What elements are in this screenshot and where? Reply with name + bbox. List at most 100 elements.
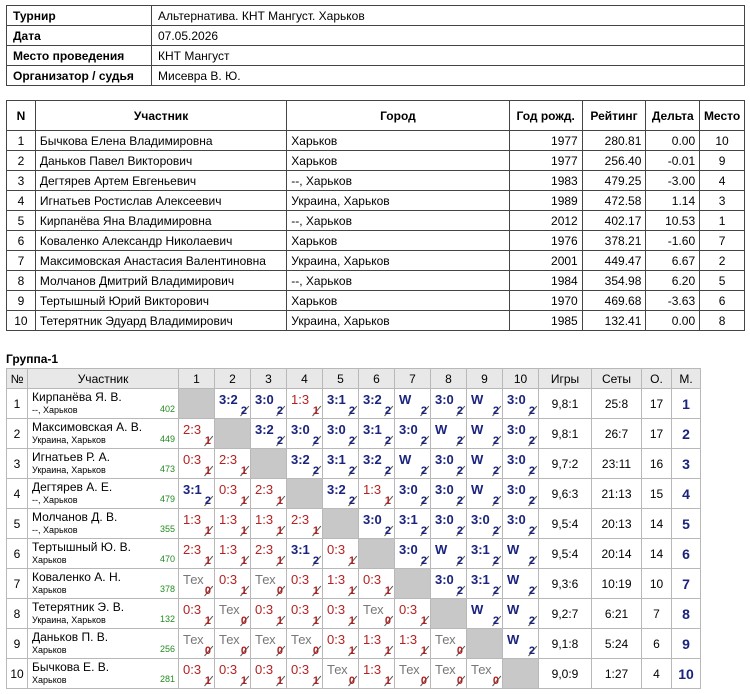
info-row: Организатор / судья Мисевра В. Ю. bbox=[6, 65, 745, 86]
match-points: 2 bbox=[492, 585, 499, 597]
crosstable-col-header: 2 bbox=[214, 368, 251, 389]
crosstable-col-header: № bbox=[6, 368, 28, 389]
self-match-cell bbox=[322, 508, 359, 539]
match-points: 2 bbox=[312, 435, 319, 447]
row-number: 8 bbox=[6, 598, 28, 629]
match-points: 2 bbox=[384, 405, 391, 417]
match-score: W bbox=[435, 422, 448, 437]
participants-col-header: Место bbox=[699, 100, 745, 131]
player-rating: 355 bbox=[159, 524, 175, 534]
match-result-cell: 3:0 2 bbox=[394, 418, 431, 449]
match-points: 0 bbox=[204, 585, 211, 597]
participant-cell: 1976 bbox=[508, 230, 583, 251]
match-result-cell: 2:3 1 bbox=[250, 538, 287, 569]
match-result-cell: 0:3 1 bbox=[214, 658, 251, 689]
participant-cell: 6.67 bbox=[645, 250, 701, 271]
match-score: W bbox=[471, 422, 484, 437]
player-rating: 132 bbox=[159, 614, 175, 624]
participant-cell: Дегтярев Артем Евгеньевич bbox=[34, 170, 288, 191]
match-points: 1 bbox=[276, 555, 283, 567]
match-points: 1 bbox=[312, 615, 319, 627]
row-number: 6 bbox=[6, 538, 28, 569]
participant-row: 5 Кирпанёва Яна Владимировна --, Харьков 20… bbox=[6, 210, 745, 231]
match-score: 3:2 bbox=[291, 452, 310, 467]
match-score: 3:0 bbox=[399, 422, 418, 437]
match-points: 2 bbox=[312, 555, 319, 567]
match-result-cell: 3:2 2 bbox=[286, 448, 323, 479]
match-score: 3:0 bbox=[435, 392, 454, 407]
participants-table: N Участник Город Год рожд. Рейтинг Дельта Мест… bbox=[6, 100, 745, 331]
match-score: 3:0 bbox=[507, 392, 526, 407]
crosstable-row: 10 Бычкова Е. В. Харьков 281 0:3 1 0:3 1 0:3 1 0:3… bbox=[6, 658, 701, 689]
participant-cell: 2 bbox=[6, 150, 36, 171]
games-total: 9,3:6 bbox=[538, 568, 592, 599]
participant-cell: Харьков bbox=[286, 290, 510, 311]
match-score: 0:3 bbox=[183, 452, 202, 467]
participant-cell: 354.98 bbox=[581, 270, 647, 291]
match-score: 3:0 bbox=[363, 512, 382, 527]
match-score: Тех bbox=[183, 572, 204, 587]
match-score: 1:3 bbox=[363, 662, 382, 677]
info-key: Турнир bbox=[6, 5, 152, 26]
match-points: 2 bbox=[492, 525, 499, 537]
participants-col-header: Год рожд. bbox=[508, 100, 583, 131]
match-score: 0:3 bbox=[255, 602, 274, 617]
match-result-cell: 0:3 1 bbox=[250, 598, 287, 629]
crosstable-col-header: 10 bbox=[502, 368, 539, 389]
match-points: 2 bbox=[348, 405, 355, 417]
self-match-cell bbox=[430, 598, 467, 629]
match-result-cell: 0:3 1 bbox=[286, 598, 323, 629]
row-number: 9 bbox=[6, 628, 28, 659]
match-score: 3:1 bbox=[291, 542, 310, 557]
match-points: 1 bbox=[384, 675, 391, 687]
match-points: 2 bbox=[528, 645, 535, 657]
info-value: Мисевра В. Ю. bbox=[151, 65, 745, 86]
match-result-cell: 0:3 1 bbox=[214, 568, 251, 599]
match-points: 2 bbox=[348, 495, 355, 507]
match-score: 0:3 bbox=[219, 572, 238, 587]
sets-total: 6:21 bbox=[591, 598, 642, 629]
match-result-cell: 3:1 2 bbox=[358, 418, 395, 449]
participant-cell: 10 bbox=[6, 310, 36, 331]
match-result-cell: Тех 0 bbox=[214, 598, 251, 629]
match-points: 2 bbox=[384, 465, 391, 477]
participant-cell: 1983 bbox=[508, 170, 583, 191]
final-place: 7 bbox=[671, 568, 701, 599]
player-rating: 449 bbox=[159, 434, 175, 444]
match-result-cell: 1:3 1 bbox=[214, 538, 251, 569]
match-points: 0 bbox=[456, 645, 463, 657]
participant-cell: 1977 bbox=[508, 130, 583, 151]
match-score: Тех bbox=[399, 662, 420, 677]
row-number: 5 bbox=[6, 508, 28, 539]
crosstable-row: 2 Максимовская А. В. Украина, Харьков 449 2:… bbox=[6, 418, 701, 449]
row-number: 4 bbox=[6, 478, 28, 509]
player-city: Харьков bbox=[32, 585, 67, 595]
final-place: 9 bbox=[671, 628, 701, 659]
participant-cell: Тертышный Юрий Викторович bbox=[34, 290, 288, 311]
match-score: 1:3 bbox=[219, 542, 238, 557]
match-points: 0 bbox=[276, 645, 283, 657]
match-score: 1:3 bbox=[255, 512, 274, 527]
match-score: 0:3 bbox=[327, 542, 346, 557]
player-cell: Бычкова Е. В. Харьков 281 bbox=[27, 658, 179, 689]
match-score: W bbox=[507, 542, 520, 557]
match-points: 2 bbox=[528, 585, 535, 597]
match-points: 1 bbox=[276, 495, 283, 507]
row-number: 10 bbox=[6, 658, 28, 689]
match-result-cell: 3:2 2 bbox=[322, 478, 359, 509]
participant-cell: 1977 bbox=[508, 150, 583, 171]
match-points: 1 bbox=[204, 435, 211, 447]
participant-row: 3 Дегтярев Артем Евгеньевич --, Харьков 198… bbox=[6, 170, 745, 191]
match-score: 0:3 bbox=[291, 662, 310, 677]
match-points: 1 bbox=[348, 615, 355, 627]
match-result-cell: 3:0 2 bbox=[430, 448, 467, 479]
match-points: 2 bbox=[456, 435, 463, 447]
match-points: 1 bbox=[276, 615, 283, 627]
match-score: 3:1 bbox=[183, 482, 202, 497]
crosstable-row: 7 Коваленко А. Н. Харьков 378 Тех 0 0:3 1 Тех 0 0:… bbox=[6, 568, 701, 599]
player-rating: 479 bbox=[159, 494, 175, 504]
match-points: 1 bbox=[204, 675, 211, 687]
match-points: 0 bbox=[492, 675, 499, 687]
